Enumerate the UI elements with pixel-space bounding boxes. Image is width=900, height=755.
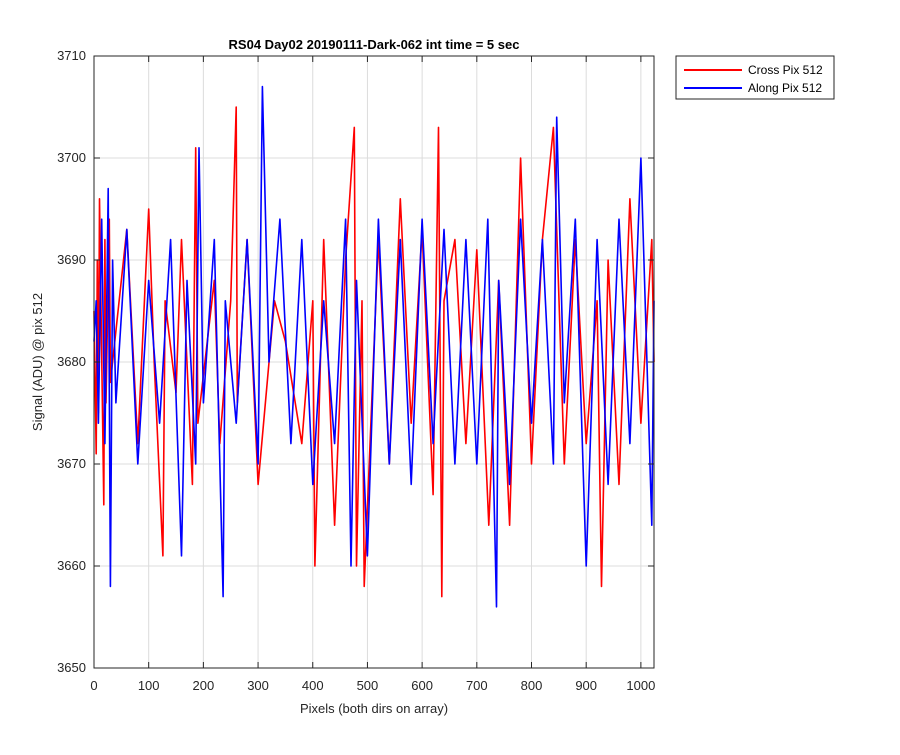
- x-tick-label-4: 400: [302, 678, 324, 693]
- x-tick-label-6: 600: [411, 678, 433, 693]
- legend-box: [675, 55, 835, 100]
- y-tick-label-3: 3680: [57, 354, 86, 369]
- x-tick-label-5: 500: [357, 678, 379, 693]
- series-line-cross-pix-512: [93, 106, 655, 598]
- x-tick-label-1: 100: [138, 678, 160, 693]
- x-tick-label-7: 700: [466, 678, 488, 693]
- axis-ticks: 0 100 200 300 400 500 600 700 800 900 1000 3650 3660…: [57, 48, 655, 693]
- y-tick-label-4: 3690: [57, 252, 86, 267]
- series-line-along-pix-512: [93, 85, 655, 608]
- y-tick-label-2: 3670: [57, 456, 86, 471]
- y-tick-label-0: 3650: [57, 660, 86, 675]
- x-tick-label-0: 0: [90, 678, 97, 693]
- x-axis-label: Pixels (both dirs on array): [300, 701, 448, 716]
- x-tick-label-2: 200: [193, 678, 215, 693]
- y-axis-label: Signal (ADU) @ pix 512: [30, 293, 45, 431]
- legend[interactable]: Cross Pix 512 Along Pix 512: [675, 55, 835, 100]
- chart-title: RS04 Day02 20190111-Dark-062 int time = …: [229, 37, 520, 52]
- y-tick-label-5: 3700: [57, 150, 86, 165]
- x-tick-label-9: 900: [575, 678, 597, 693]
- series-layer: [93, 85, 655, 608]
- legend-label-along: Along Pix 512: [748, 81, 822, 95]
- x-tick-label-3: 300: [247, 678, 269, 693]
- x-tick-label-8: 800: [521, 678, 543, 693]
- y-tick-label-6: 3710: [57, 48, 86, 63]
- grid-lines: [94, 56, 654, 668]
- y-tick-label-1: 3660: [57, 558, 86, 573]
- legend-label-cross: Cross Pix 512: [748, 63, 823, 77]
- x-tick-label-10: 1000: [626, 678, 655, 693]
